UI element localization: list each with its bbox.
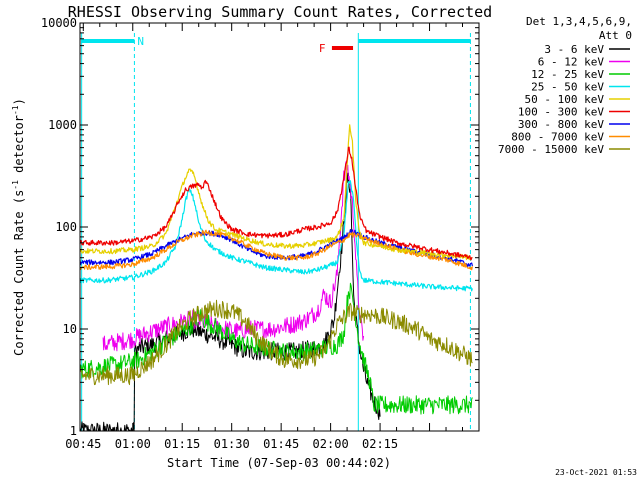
y-tick-label: 1 (70, 424, 77, 438)
chart-title: RHESSI Observing Summary Count Rates, Co… (68, 3, 492, 21)
legend-entry: 300 - 800 keV (518, 118, 604, 131)
series-line (79, 124, 473, 261)
generation-timestamp: 23-Oct-2021 01:53 (555, 468, 637, 477)
x-tick-label: 01:15 (164, 437, 200, 451)
legend-entry: 25 - 50 keV (531, 81, 604, 94)
y-tick-label: 1000 (48, 118, 77, 132)
series-line (79, 172, 381, 432)
legend-entry: 100 - 300 keV (518, 106, 604, 119)
y-axis-label: Corrected Count Rate (s-1 detector-1) (11, 98, 26, 356)
legend-header-line-2: Att 0 (599, 29, 632, 42)
flare-label: F (319, 42, 326, 55)
legend-entry: 800 - 7000 keV (511, 131, 604, 144)
x-axis-ticks: 00:45 01:00 01:15 01:30 01:45 02:00 02:15 (65, 23, 464, 451)
y-tick-label: 10000 (41, 16, 77, 30)
legend-entry: 50 - 100 keV (525, 93, 605, 106)
night-label: N (137, 35, 144, 48)
legend-header-line-1: Det 1,3,4,5,6,9, (526, 15, 632, 28)
legend-entry: 3 - 6 keV (544, 43, 604, 56)
x-axis-label: Start Time (07-Sep-03 00:44:02) (167, 456, 391, 470)
series-line (79, 299, 473, 386)
y-axis-ticks: 1 10 100 1000 10000 (41, 16, 479, 438)
x-tick-label: 02:15 (362, 437, 398, 451)
legend-entry: 7000 - 15000 keV (498, 143, 604, 156)
series-line (79, 146, 473, 261)
x-tick-label: 01:00 (115, 437, 151, 451)
plot-frame (79, 22, 480, 432)
x-tick-label: 01:45 (263, 437, 299, 451)
series-line (79, 229, 473, 271)
y-tick-label: 100 (55, 220, 77, 234)
y-tick-label: 10 (63, 322, 77, 336)
series-layer (79, 124, 473, 432)
annotation-layer: NF (80, 33, 471, 431)
legend-entry: 12 - 25 keV (531, 68, 604, 81)
x-tick-label: 00:45 (65, 437, 101, 451)
x-tick-label: 02:00 (313, 437, 349, 451)
series-line (79, 180, 473, 292)
legend-entry: 6 - 12 keV (538, 56, 605, 69)
x-tick-label: 01:30 (214, 437, 250, 451)
